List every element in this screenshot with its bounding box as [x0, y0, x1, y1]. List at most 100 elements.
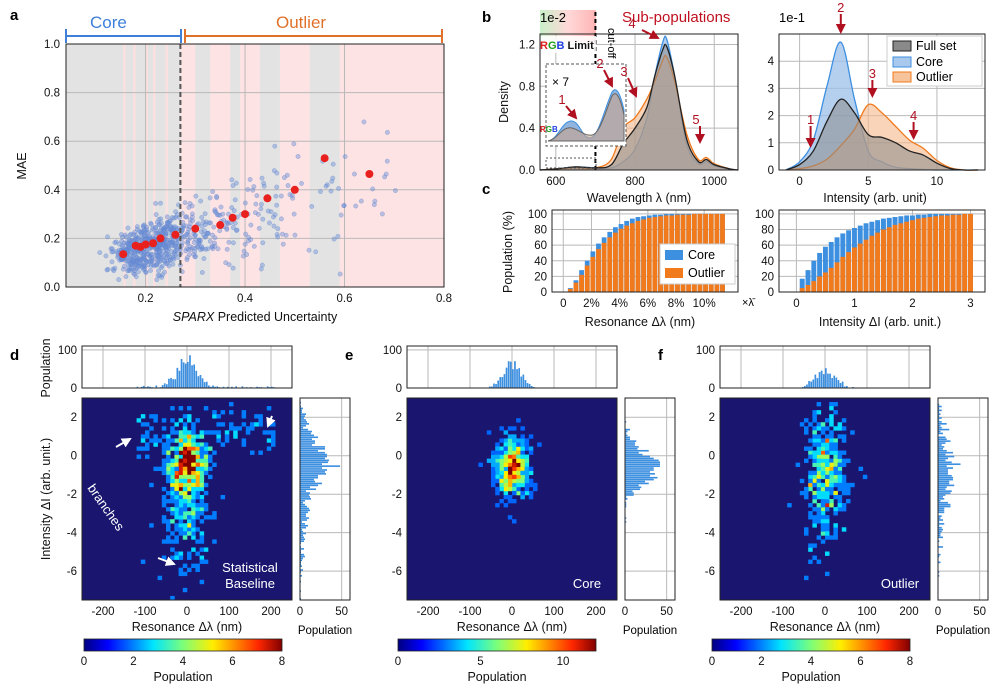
f-heatmap-cell [825, 434, 830, 439]
scatter-point [337, 271, 343, 277]
d-heatmap-cell [237, 426, 242, 431]
d-heatmap-cell [208, 430, 213, 435]
e-heatmap-cell [520, 434, 525, 439]
cR-outlier-bar [898, 223, 904, 292]
e-top-frame [406, 345, 618, 389]
d-heatmap-cell [174, 535, 179, 540]
f-side-hist-bar [938, 424, 941, 427]
d-heatmap-cell [229, 410, 234, 415]
cR-outlier-bar [828, 267, 834, 292]
d-heatmap-cell [161, 539, 167, 544]
scatter-point [205, 246, 211, 252]
e-heatmap-cell [491, 478, 496, 484]
c-legend-core-swatch [665, 250, 683, 260]
d-top-hist-bar [191, 365, 193, 388]
cL-ytick-label: 40 [534, 256, 547, 268]
d-side-hist-bar [300, 505, 307, 508]
d-heatmap-cell [191, 527, 196, 532]
d-heatmap-cell [170, 470, 175, 476]
f-heatmap-cell [837, 474, 843, 480]
scatter-point [109, 246, 115, 252]
f-side-hist-bar [938, 415, 940, 417]
f-side-hist-bar [938, 467, 953, 469]
d-heatmap-cell [187, 482, 192, 488]
f-ytick-label: -4 [705, 528, 716, 540]
d-heatmap-cell [220, 422, 226, 427]
f-side-hist-bar [938, 490, 952, 492]
d-top-hist-bar [241, 386, 244, 388]
d-heatmap-cell [178, 531, 184, 536]
f-heatmap-cell [816, 450, 822, 455]
bR-xtick-label: 0 [796, 176, 802, 188]
d-heatmap-cell [174, 430, 179, 435]
e-heatmap-cell [491, 466, 496, 472]
mean-point-7 [191, 224, 200, 233]
e-heatmap-cell [491, 470, 496, 476]
e-heatmap-cell [503, 474, 509, 480]
bL-ytick-label: 1.2 [519, 39, 535, 51]
d-heatmap-cell [178, 478, 184, 484]
f-side-hist-bar [938, 432, 943, 435]
d-heatmap-cell [178, 458, 184, 463]
d-heatmap-cell [191, 535, 196, 540]
scatter-point [151, 263, 157, 269]
d-heatmap-cell [199, 547, 205, 552]
a-ytick-label: 0.4 [44, 185, 61, 197]
cL-xtick-label: 8% [668, 298, 685, 310]
d-heatmap-cell [174, 511, 179, 516]
d-heatmap-cell [182, 507, 188, 512]
scatter-point [153, 201, 159, 206]
d-heatmap-cell [208, 466, 213, 472]
cL-xlabel: Resonance Δλ (nm) [585, 315, 695, 329]
d-heatmap-cell [241, 442, 247, 447]
cR-outlier-bar [805, 284, 811, 292]
d-heatmap-cell [191, 434, 196, 439]
scatter-point [187, 235, 193, 241]
e-side-hist-bar [625, 465, 660, 467]
c-legend-outlier-swatch [665, 268, 683, 278]
cL-outlier-bar [601, 242, 607, 292]
d-heatmap-cell [195, 503, 200, 508]
d-top-ytick-label: 100 [58, 345, 77, 357]
e-top-hist-bar [505, 367, 508, 388]
d-heatmap-cell [212, 410, 217, 415]
bL-marker-label-1: 1 [558, 92, 565, 107]
d-side-hist-bar [300, 555, 305, 558]
d-heatmap-cell [182, 478, 188, 484]
d-heatmap-cell [166, 539, 171, 544]
d-side-hist-bar [300, 503, 305, 506]
f-heatmap-cell [825, 442, 830, 447]
d-top-hist-bar [216, 386, 219, 388]
d-heatmap-cell [187, 494, 192, 500]
f-heatmap-cell [829, 430, 834, 435]
e-heatmap-cell [533, 486, 538, 492]
e-heatmap-cell [507, 499, 513, 504]
d-heatmap-cell [178, 470, 184, 476]
scatter-point [133, 274, 139, 280]
d-side-hist-bar [300, 488, 316, 491]
e-heatmap-cell [520, 494, 525, 500]
scatter-point [230, 265, 236, 271]
scatter-point [126, 267, 132, 273]
d-heatmap-cell [170, 555, 175, 560]
f-heatmap-cell [816, 503, 822, 508]
d-heatmap-cell [140, 438, 146, 443]
scatter-point [135, 236, 141, 242]
e-heatmap-cell [507, 426, 513, 431]
d-heatmap-cell [203, 547, 209, 552]
e-side-hist-bar [625, 505, 627, 508]
d-heatmap-cell [216, 430, 221, 435]
f-heatmap-cell [820, 450, 826, 455]
mean-point-0 [119, 250, 128, 259]
d-side-hist-bar [300, 528, 302, 531]
e-heatmap-cells [478, 418, 542, 524]
d-heatmap-cell [216, 414, 221, 419]
d-heatmap-cell [187, 523, 192, 528]
d-heatmap-cell [174, 490, 179, 496]
cR-xtick-label: 3 [967, 298, 973, 310]
d-heatmap-cell [187, 555, 192, 560]
scatter-point [212, 207, 218, 213]
d-heatmap-cell [182, 466, 188, 472]
f-heatmap-cell [820, 426, 826, 431]
d-heatmap-cell [195, 494, 200, 500]
